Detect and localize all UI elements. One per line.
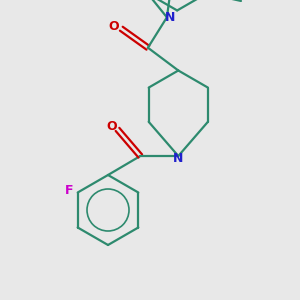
Text: O: O xyxy=(106,120,117,133)
Text: O: O xyxy=(108,20,119,33)
Text: N: N xyxy=(165,11,175,24)
Text: F: F xyxy=(64,184,73,197)
Text: N: N xyxy=(173,152,184,164)
